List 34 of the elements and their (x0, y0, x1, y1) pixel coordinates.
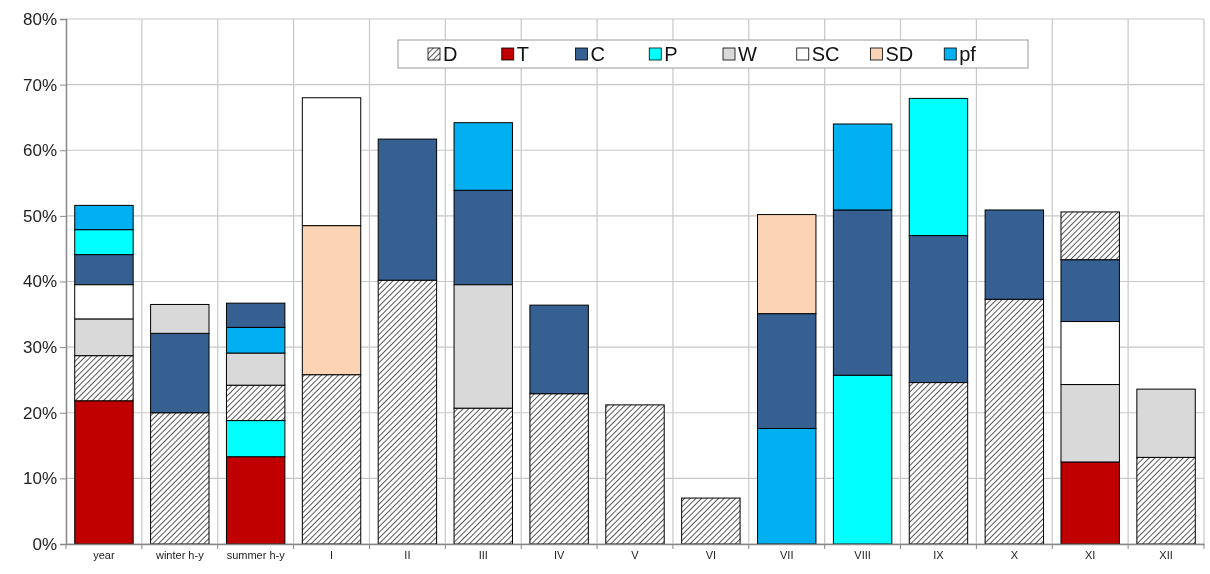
x-tick-label: X (1010, 549, 1019, 562)
x-tick-label: VIII (854, 549, 871, 562)
y-tick-label: 80% (22, 9, 57, 29)
y-tick-label: 60% (22, 141, 57, 161)
y-tick-label: 0% (32, 534, 57, 554)
legend-label: W (738, 43, 757, 65)
y-tick-label: 30% (22, 338, 57, 358)
legend-label: P (664, 43, 678, 65)
bar (681, 497, 741, 545)
x-tick-label: V (631, 549, 640, 562)
y-tick-label: 10% (22, 469, 57, 489)
y-tick-label: 50% (22, 206, 57, 226)
legend-label: C (590, 43, 605, 65)
y-tick-label: 70% (22, 75, 57, 95)
x-tick-label: winter h-y (154, 549, 205, 562)
x-tick-label: XI (1085, 549, 1096, 562)
legend-label: SD (885, 43, 914, 65)
x-tick-label: IX (933, 549, 945, 562)
legend-label: SC (811, 43, 840, 65)
y-tick-label: 40% (22, 272, 57, 292)
x-tick-label: II (404, 549, 411, 562)
bar (605, 404, 665, 545)
legend-label: pf (959, 43, 977, 65)
x-tick-label: I (330, 549, 334, 562)
legend-label: T (516, 43, 529, 65)
y-tick-label: 20% (22, 403, 57, 423)
x-tick-label: summer h-y (226, 549, 286, 562)
x-tick-label: XII (1159, 549, 1173, 562)
legend-label: D (443, 43, 458, 65)
x-tick-label: VII (780, 549, 794, 562)
x-tick-label: IV (553, 549, 565, 562)
x-tick-label: VI (705, 549, 717, 562)
x-tick-label: III (478, 549, 488, 562)
x-tick-label: year (93, 549, 115, 562)
